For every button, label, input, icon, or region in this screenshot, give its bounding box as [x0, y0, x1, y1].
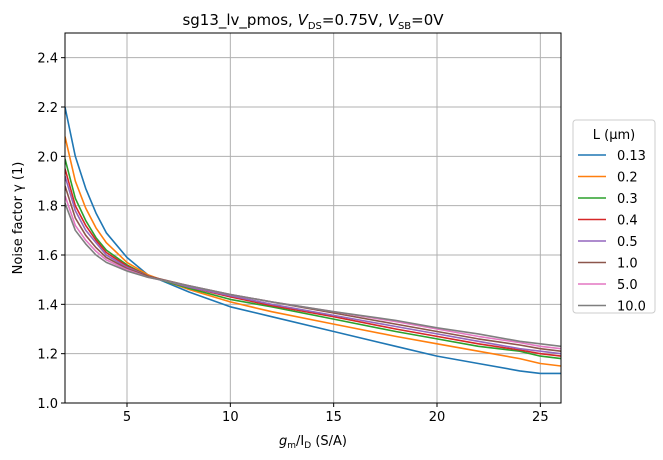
x-tick-label: 5 [123, 410, 131, 425]
y-tick-label: 1.0 [37, 397, 58, 412]
legend-label: 0.4 [617, 214, 638, 229]
y-tick-label: 2.0 [37, 150, 58, 165]
y-axis-label: Noise factor γ (1) [11, 162, 26, 275]
x-tick-label: 15 [325, 410, 342, 425]
series-line-0.2 [65, 136, 561, 367]
legend: L (µm) 0.13 0.2 0.3 0.4 0.5 1.0 5.0 10.0 [572, 119, 656, 315]
legend-label: 0.2 [617, 171, 638, 186]
legend-label: 5.0 [617, 278, 638, 293]
legend-label: 0.13 [617, 149, 646, 164]
legend-label: 0.5 [617, 235, 638, 250]
y-tick-label: 2.2 [37, 101, 58, 116]
series-line-10.0 [65, 202, 561, 348]
legend-title: L (µm) [593, 128, 635, 143]
legend-label: 1.0 [617, 257, 638, 272]
x-tick-label: 10 [222, 410, 239, 425]
plot-frame [64, 32, 562, 404]
y-tick-label: 2.4 [37, 52, 58, 67]
y-tick-label: 1.4 [37, 298, 58, 313]
x-tick-label: 25 [532, 410, 549, 425]
series-line-0.13 [65, 106, 561, 375]
series-line-0.4 [65, 168, 561, 357]
legend-box [572, 119, 656, 314]
y-tick-label: 1.2 [37, 348, 58, 363]
x-tick-label: 20 [429, 410, 446, 425]
y-tick-label: 1.8 [37, 200, 58, 215]
x-axis-label: gm/ID (S/A) [279, 434, 347, 451]
series-line-0.5 [65, 175, 561, 355]
chart-title: sg13_lv_pmos, VDS=0.75V, VSB=0V [182, 11, 444, 32]
legend-label: 10.0 [617, 300, 646, 315]
legend-label: 0.3 [617, 192, 638, 207]
series-line-0.3 [65, 158, 561, 360]
y-tick-label: 1.6 [37, 249, 58, 264]
